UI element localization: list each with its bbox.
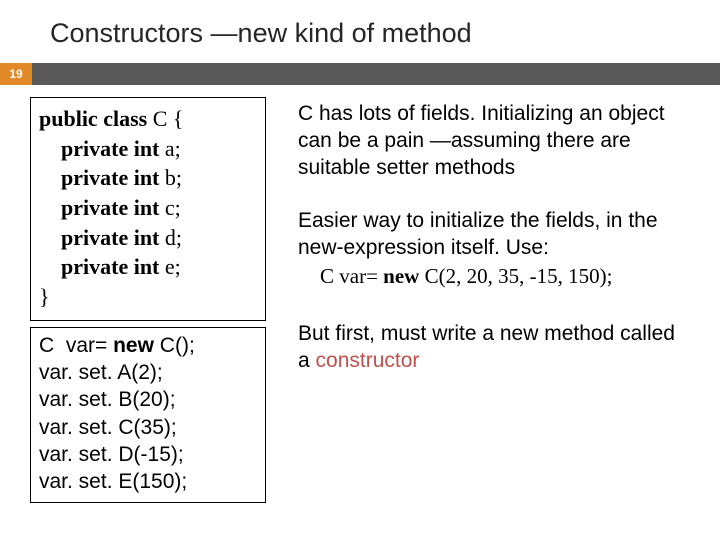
- paragraph-2: Easier way to initialize the fields, in …: [298, 208, 690, 262]
- code-line: private int d;: [39, 223, 257, 253]
- code-line: var. set. A(2);: [39, 359, 257, 386]
- left-column: public class C { private int a; private …: [30, 97, 266, 503]
- page-bar: 19: [0, 63, 720, 85]
- code-line: private int a;: [39, 134, 257, 164]
- code-line: }: [39, 282, 257, 312]
- slide: Constructors —new kind of method 19 publ…: [0, 0, 720, 540]
- right-column: C has lots of fields. Initializing an ob…: [298, 97, 700, 503]
- paragraph-1: C has lots of fields. Initializing an ob…: [298, 101, 690, 182]
- page-bar-fill: [32, 63, 720, 85]
- code-line: var. set. B(20);: [39, 386, 257, 413]
- content-area: public class C { private int a; private …: [0, 85, 720, 503]
- code-line: var. set. C(35);: [39, 414, 257, 441]
- code-line: private int e;: [39, 252, 257, 282]
- code-line: private int c;: [39, 193, 257, 223]
- code-line: private int b;: [39, 163, 257, 193]
- setter-calls-box: C var= new C(); var. set. A(2); var. set…: [30, 327, 266, 503]
- page-number: 19: [0, 63, 32, 85]
- paragraph-3: But first, must write a new method calle…: [298, 321, 690, 375]
- class-definition-box: public class C { private int a; private …: [30, 97, 266, 321]
- code-line: var. set. E(150);: [39, 468, 257, 495]
- constructor-keyword: constructor: [316, 349, 420, 372]
- constructor-call-expression: C var= new C(2, 20, 35, -15, 150);: [298, 263, 690, 290]
- slide-title: Constructors —new kind of method: [0, 0, 720, 63]
- code-line: public class C {: [39, 104, 257, 134]
- code-line: var. set. D(-15);: [39, 441, 257, 468]
- code-line: C var= new C();: [39, 332, 257, 359]
